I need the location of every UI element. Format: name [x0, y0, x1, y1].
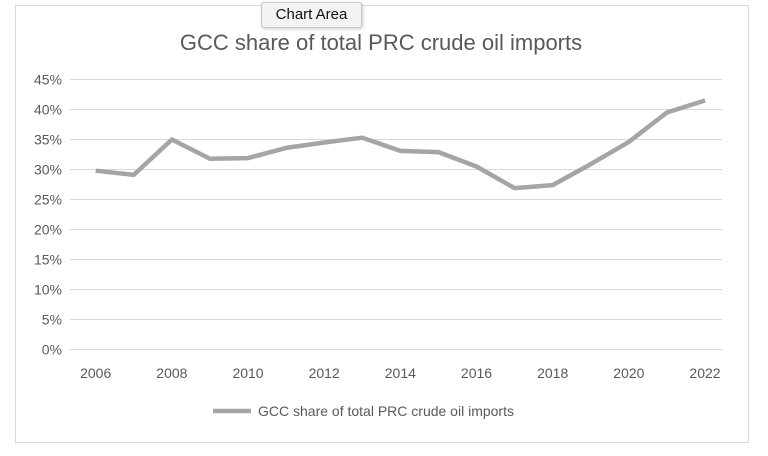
x-tick-label: 2018 — [537, 365, 568, 381]
chart-title: GCC share of total PRC crude oil imports — [180, 30, 582, 55]
legend-label: GCC share of total PRC crude oil imports — [258, 403, 514, 419]
y-tick-label: 0% — [42, 342, 62, 358]
x-tick-label: 2006 — [80, 365, 111, 381]
y-tick-label: 30% — [34, 162, 62, 178]
x-tick-label: 2020 — [613, 365, 644, 381]
x-tick-label: 2016 — [461, 365, 492, 381]
y-tick-label: 35% — [34, 132, 62, 148]
x-tick-label: 2022 — [689, 365, 720, 381]
series-line — [95, 98, 706, 191]
x-tick-label: 2012 — [309, 365, 340, 381]
y-tick-label: 5% — [42, 312, 62, 328]
x-tick-label: 2008 — [156, 365, 187, 381]
y-tick-label: 15% — [34, 252, 62, 268]
y-tick-label: 20% — [34, 222, 62, 238]
y-tick-label: 45% — [34, 72, 62, 88]
chart-area[interactable] — [15, 5, 749, 443]
x-tick-label: 2014 — [385, 365, 416, 381]
y-tick-label: 10% — [34, 282, 62, 298]
tooltip: Chart Area — [261, 2, 362, 28]
y-tick-label: 25% — [34, 192, 62, 208]
y-tick-label: 40% — [34, 102, 62, 118]
x-tick-label: 2010 — [232, 365, 263, 381]
